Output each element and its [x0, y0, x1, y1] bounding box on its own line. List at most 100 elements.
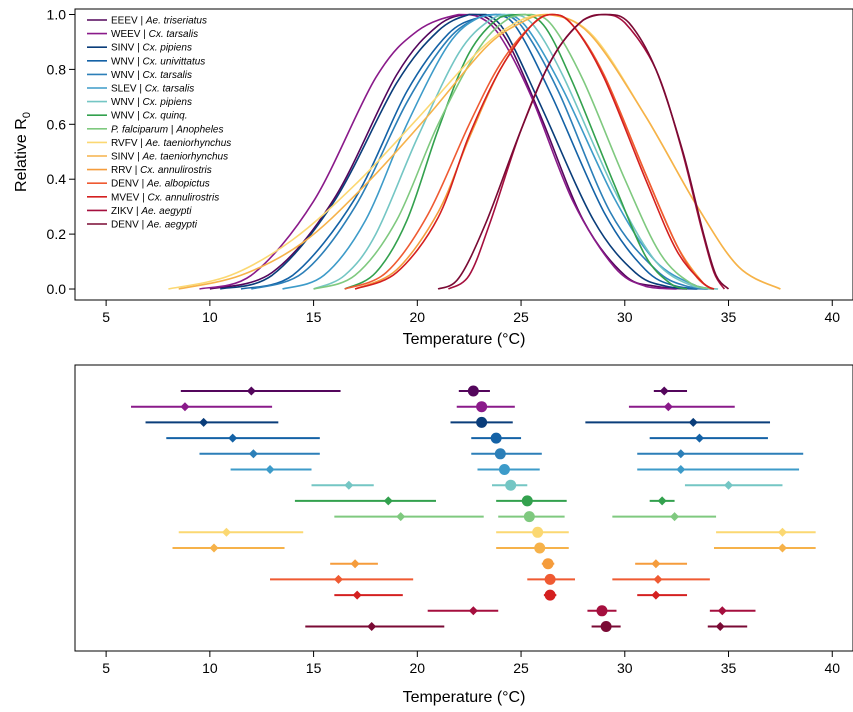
legend-label: WNV | Cx. pipiens	[111, 97, 192, 108]
legend-item: WNV | Cx. univittatus	[87, 56, 205, 67]
topt-point	[467, 385, 479, 397]
legend-label: SLEV | Cx. tarsalis	[111, 84, 194, 95]
topt-point	[532, 526, 544, 538]
interval-row-7	[311, 479, 783, 491]
bottom-x-axis: 5 10 15 20 25 30 35 40	[102, 651, 840, 676]
tmin-point	[248, 449, 258, 459]
tmax-point	[777, 543, 787, 553]
top-x-tick-label: 35	[721, 309, 737, 325]
tmin-point	[265, 465, 275, 474]
legend-label: SINV | Ae. taeniorhynchus	[111, 152, 228, 163]
series-line-3	[219, 13, 698, 290]
bottom-x-tick-label: 10	[202, 660, 218, 676]
topt-point	[600, 621, 612, 632]
legend-label: RRV | Cx. annulirostris	[111, 165, 212, 176]
tmax-point	[663, 402, 673, 412]
legend-label: WEEV | Cx. tarsalis	[111, 29, 198, 40]
series-line-1	[209, 13, 688, 290]
legend-item: DENV | Ae. aegypti	[87, 220, 198, 231]
interval-row-9	[334, 511, 717, 523]
tmax-point	[717, 606, 727, 616]
thermal-limits-chart: 5 10 15 20 25 30 35 40 Temperature (°C)	[74, 364, 853, 706]
legend-label: WNV | Cx. tarsalis	[111, 70, 192, 81]
legend-label: DENV | Ae. aegypti	[111, 220, 198, 231]
top-y-tick-label: 0.0	[47, 281, 67, 297]
legend-label: P. falciparum | Anopheles	[111, 124, 224, 135]
interval-row-3	[145, 416, 771, 428]
tmin-point	[468, 606, 478, 616]
legend-item: DENV | Ae. albopictus	[87, 179, 210, 190]
y-label-main: Relative R	[13, 118, 30, 192]
top-y-tick-label: 0.2	[47, 226, 67, 242]
tmax-point	[670, 512, 680, 522]
interval-row-12	[330, 558, 688, 570]
legend-item: WNV | Cx. tarsalis	[87, 70, 192, 81]
top-y-tick-label: 0.8	[47, 61, 67, 77]
interval-row-1	[180, 385, 688, 397]
legend-label: MVEV | Cx. annulirostris	[111, 192, 219, 203]
tmin-point	[383, 496, 393, 506]
bottom-x-tick-label: 20	[410, 660, 426, 676]
tmin-point	[199, 417, 209, 427]
top-x-tick-label: 15	[306, 309, 322, 325]
legend-item: WEEV | Cx. tarsalis	[87, 29, 198, 40]
legend-item: WNV | Cx. pipiens	[87, 97, 192, 108]
topt-point	[534, 542, 546, 554]
topt-point	[476, 401, 488, 413]
interval-marks	[131, 385, 816, 632]
tmax-point	[724, 480, 734, 490]
top-y-tick-label: 0.4	[47, 171, 67, 187]
tmax-point	[694, 433, 704, 443]
legend-item: MVEV | Cx. annulirostris	[87, 192, 219, 203]
tmax-point	[715, 622, 725, 631]
interval-row-5	[199, 448, 804, 460]
legend-item: EEEV | Ae. triseriatus	[87, 16, 207, 27]
series-line-14	[354, 13, 715, 290]
topt-point	[476, 416, 488, 428]
interval-row-15	[427, 605, 756, 617]
interval-row-4	[166, 432, 768, 444]
series-line-2	[199, 13, 677, 290]
tmax-point	[688, 417, 698, 427]
legend-item: SINV | Ae. taeniorhynchus	[87, 152, 228, 163]
tmin-point	[221, 527, 231, 537]
tmax-point	[659, 386, 669, 396]
legend-label: SINV | Cx. pipiens	[111, 43, 192, 54]
interval-row-2	[131, 401, 735, 413]
legend-label: EEEV | Ae. triseriatus	[111, 16, 207, 27]
tmin-point	[180, 402, 190, 412]
topt-point	[521, 495, 533, 507]
tmin-point	[333, 574, 343, 584]
interval-row-6	[230, 464, 800, 475]
top-y-axis-label: Relative R0	[13, 112, 33, 192]
bottom-x-tick-label: 5	[102, 660, 110, 676]
top-x-tick-label: 5	[102, 309, 110, 325]
top-x-tick-label: 25	[513, 309, 529, 325]
top-x-axis: 5 10 15 20 25 30 35 40	[102, 300, 840, 325]
series-line-9	[313, 13, 715, 290]
topt-point	[542, 558, 554, 570]
tmin-point	[209, 543, 219, 553]
tmin-point	[246, 386, 256, 396]
interval-row-8	[294, 495, 675, 507]
bottom-plot-frame	[74, 364, 853, 652]
topt-point	[494, 448, 506, 460]
bottom-x-axis-label: Temperature (°C)	[403, 689, 526, 706]
legend-item: P. falciparum | Anopheles	[87, 124, 224, 135]
legend-label: ZIKV | Ae. aegypti	[111, 206, 192, 217]
tmax-point	[651, 590, 661, 600]
bottom-x-tick-label: 35	[721, 660, 737, 676]
legend-item: SINV | Cx. pipiens	[87, 43, 192, 54]
tmin-point	[352, 590, 362, 600]
top-y-tick-label: 1.0	[47, 6, 67, 22]
top-x-tick-label: 10	[202, 309, 218, 325]
tmin-point	[228, 433, 238, 443]
top-y-axis: 0.0 0.2 0.4 0.6 0.8 1.0	[47, 6, 75, 297]
legend: EEEV | Ae. triseriatus WEEV | Cx. tarsali…	[87, 16, 231, 231]
top-x-tick-label: 30	[617, 309, 633, 325]
series-line-16	[437, 13, 730, 290]
legend-item: RRV | Cx. annulirostris	[87, 165, 212, 176]
bottom-x-tick-label: 30	[617, 660, 633, 676]
tmin-point	[396, 512, 406, 522]
